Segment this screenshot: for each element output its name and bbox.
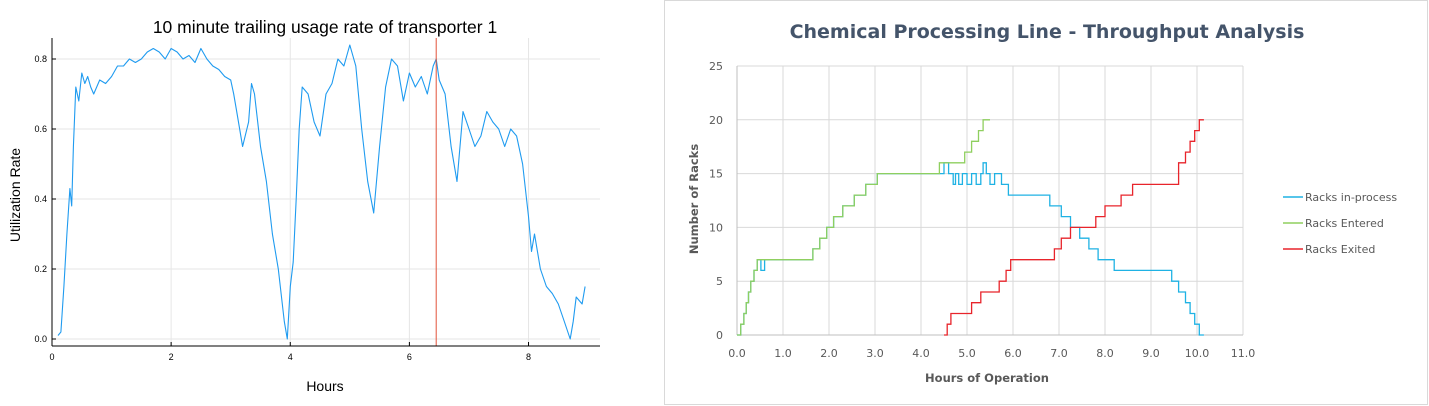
- x-tick-label: 10.0: [1185, 347, 1210, 360]
- x-tick-label: 3.0: [866, 347, 884, 360]
- axes: [51, 38, 600, 347]
- x-axis-label: Hours of Operation: [925, 371, 1049, 385]
- plot-area: [737, 119, 1204, 336]
- y-tick-label: 25: [709, 60, 723, 73]
- legend-label: Racks Exited: [1305, 243, 1375, 256]
- x-tick-label: 4.0: [912, 347, 930, 360]
- right-chart-panel: 0.0 1.0 2.0 3.0 4.0 5.0 6.0 7.0 8.0 9.0 10.0 11.0 0 5…: [664, 0, 1428, 405]
- y-tick-label: 0: [716, 329, 723, 342]
- x-tick-label: 8.0: [1096, 347, 1114, 360]
- y-tick-label: 0.8: [34, 54, 47, 64]
- series-line-3: [944, 119, 1204, 336]
- utilization-chart: 0 2 4 6 8 0.0 0.2 0.4 0.6 0.8 10 minute trailing …: [7, 17, 600, 394]
- x-tick-label: 9.0: [1142, 347, 1160, 360]
- x-tick-label: 5.0: [958, 347, 976, 360]
- grid: [51, 38, 600, 346]
- x-tick-label: 2: [169, 352, 174, 362]
- y-tick-label: 15: [709, 168, 723, 181]
- series-line-2: [737, 119, 990, 336]
- tick-labels: 0 2 4 6 8 0.0 0.2 0.4 0.6 0.8: [34, 54, 531, 362]
- legend-label: Racks in-process: [1305, 191, 1397, 204]
- legend-label: Racks Entered: [1305, 217, 1384, 230]
- throughput-chart: 0.0 1.0 2.0 3.0 4.0 5.0 6.0 7.0 8.0 9.0 10.0 11.0 0 5…: [687, 21, 1397, 385]
- x-tick-label: 0.0: [728, 347, 746, 360]
- tick-labels: 0.0 1.0 2.0 3.0 4.0 5.0 6.0 7.0 8.0 9.0 10.0 11.0 0 5…: [709, 60, 1255, 360]
- legend: Racks in-process Racks Entered Racks Exite…: [1283, 191, 1397, 256]
- y-tick-label: 0.4: [34, 194, 47, 204]
- x-tick-label: 6: [407, 352, 412, 362]
- x-tick-label: 1.0: [774, 347, 792, 360]
- x-tick-label: 7.0: [1050, 347, 1068, 360]
- y-tick-label: 0.2: [34, 264, 47, 274]
- y-tick-label: 5: [716, 275, 723, 288]
- chart-title: Chemical Processing Line - Throughput An…: [790, 21, 1305, 43]
- x-tick-label: 2.0: [820, 347, 838, 360]
- x-tick-label: 11.0: [1231, 347, 1256, 360]
- series-line: [57, 44, 586, 340]
- x-tick-label: 8: [526, 352, 531, 362]
- x-tick-label: 6.0: [1004, 347, 1022, 360]
- x-tick-label: 0: [49, 352, 54, 362]
- axes: [736, 66, 1243, 336]
- x-tick-label: 4: [288, 352, 293, 362]
- y-axis-label: Utilization Rate: [7, 148, 23, 242]
- y-tick-label: 0.0: [34, 334, 47, 344]
- x-axis-label: Hours: [306, 378, 343, 394]
- y-tick-label: 10: [709, 221, 723, 234]
- y-axis-label: Number of Racks: [687, 144, 701, 254]
- y-tick-label: 0.6: [34, 124, 47, 134]
- left-chart-panel: 0 2 4 6 8 0.0 0.2 0.4 0.6 0.8 10 minute trailing …: [0, 0, 640, 406]
- y-tick-label: 20: [709, 114, 723, 127]
- chart-title: 10 minute trailing usage rate of transpo…: [153, 17, 497, 37]
- grid: [737, 65, 1244, 335]
- plot-area: [57, 38, 586, 346]
- series-line-1: [737, 162, 1204, 336]
